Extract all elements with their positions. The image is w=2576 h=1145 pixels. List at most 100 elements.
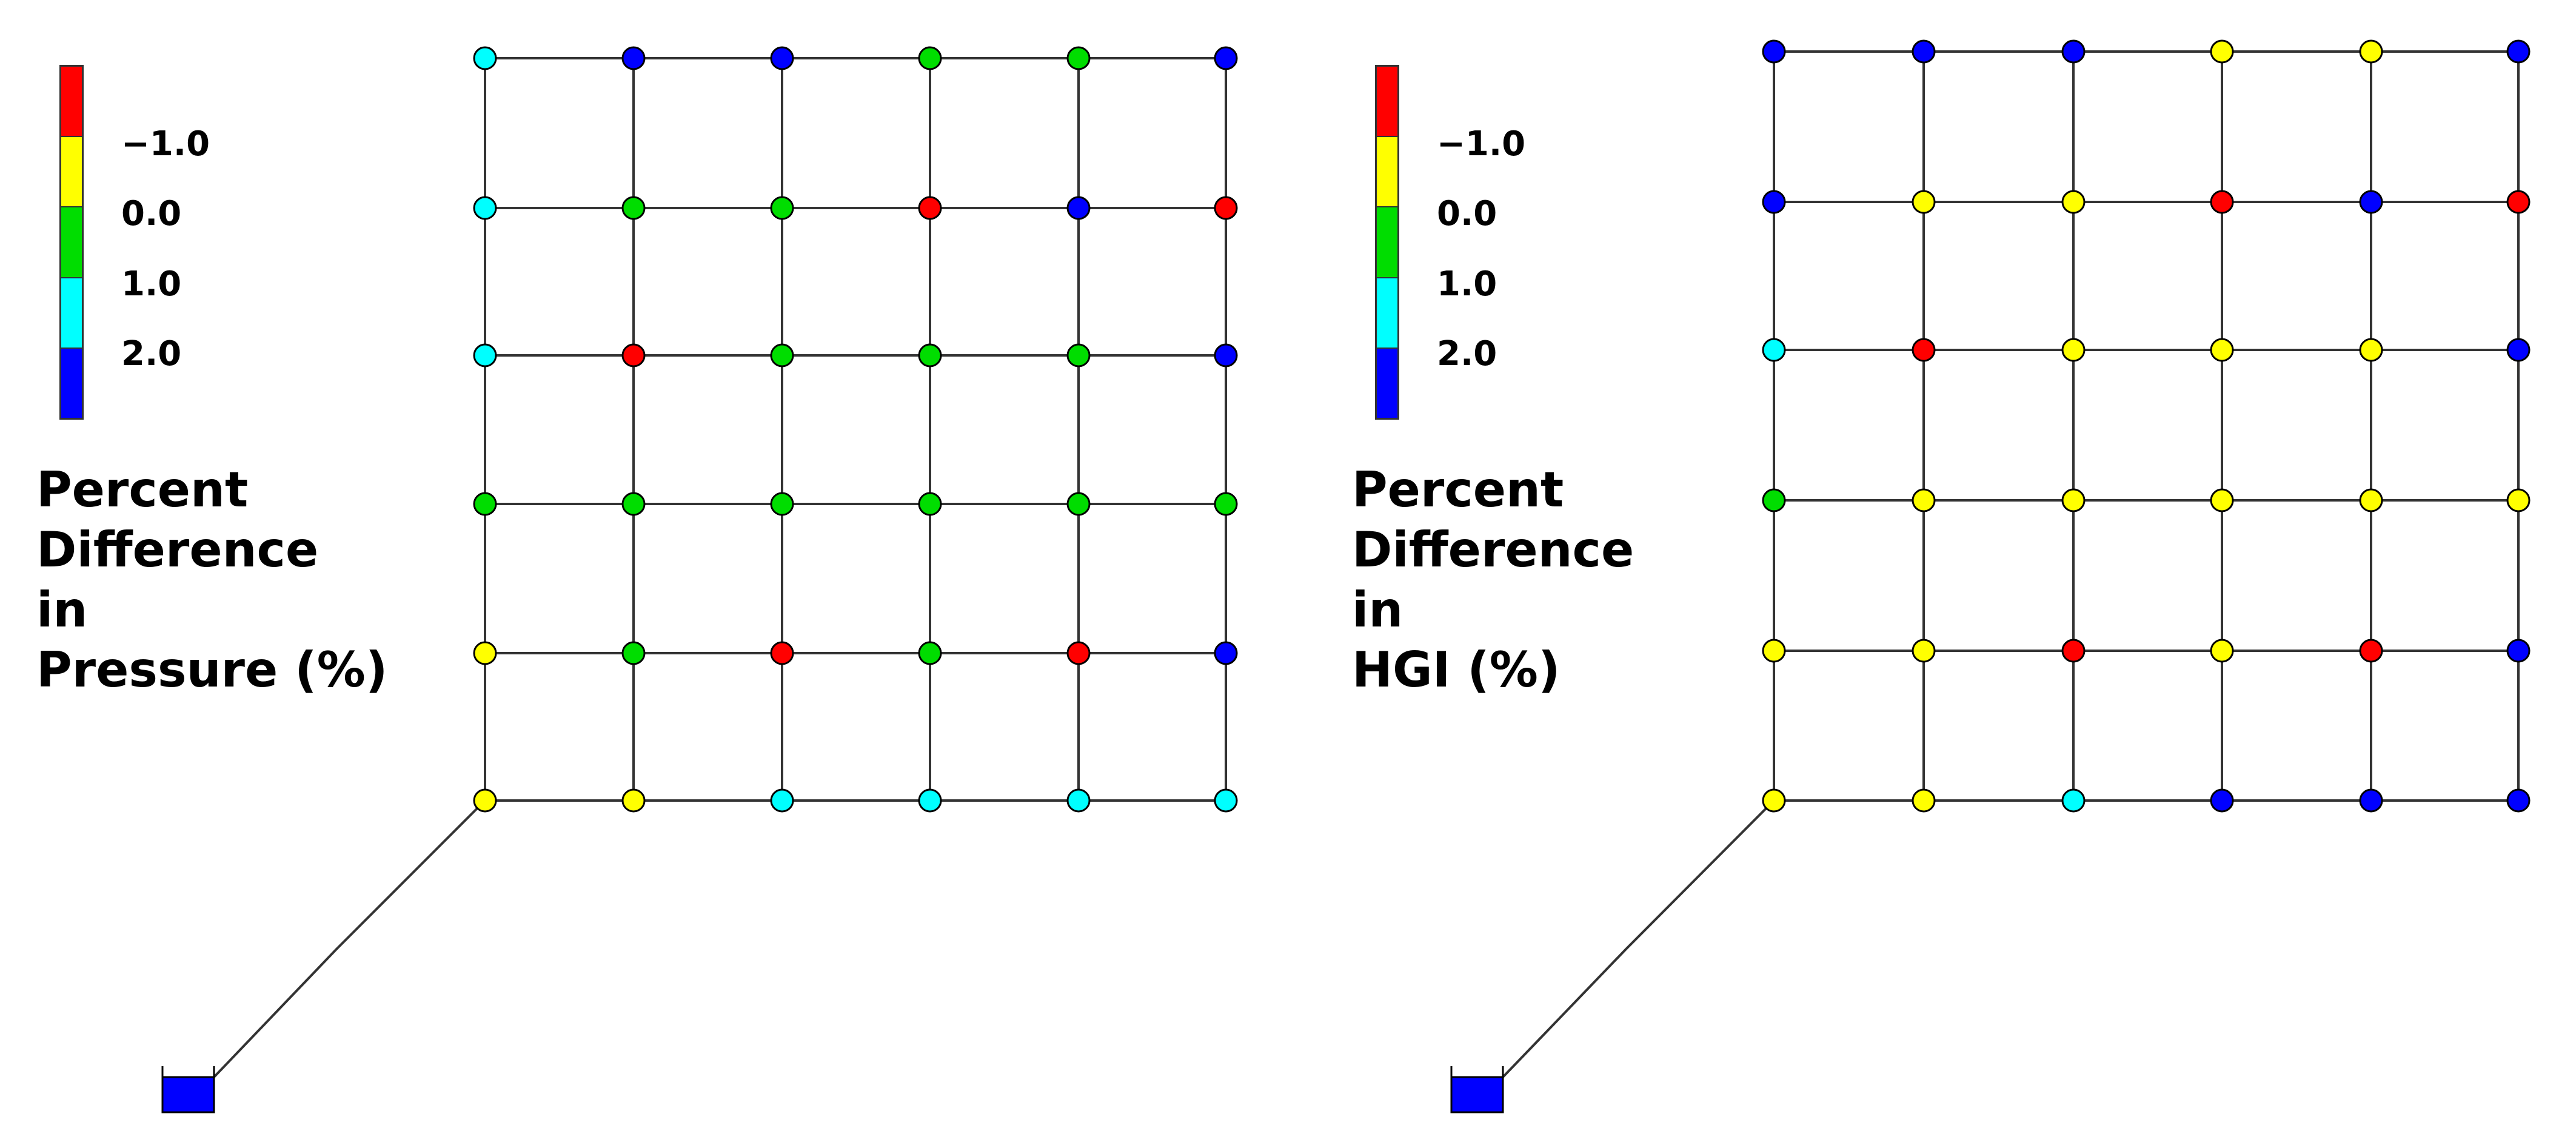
legend-swatch-blue xyxy=(61,348,82,418)
junction-node xyxy=(1214,46,1238,70)
legend-swatch-green xyxy=(1377,207,1397,278)
legend-tick-label: 1.0 xyxy=(121,264,182,304)
legend-swatch-cyan xyxy=(61,278,82,349)
junction-node xyxy=(1912,788,1936,813)
junction-node xyxy=(918,343,942,368)
reservoir-icon xyxy=(161,1076,215,1113)
junction-node xyxy=(2359,39,2383,64)
legend-tick-label: −1.0 xyxy=(1437,124,1526,164)
legend-swatch-yellow xyxy=(61,137,82,208)
pipe-network-diagram xyxy=(1450,39,2531,1113)
junction-node xyxy=(1912,639,1936,663)
junction-node xyxy=(2061,39,2086,64)
legend-title-line: Pressure (%) xyxy=(36,642,388,698)
junction-node xyxy=(918,788,942,813)
reservoir-icon xyxy=(1450,1076,1504,1113)
junction-node xyxy=(1762,788,1786,813)
junction-node xyxy=(2506,639,2531,663)
junction-node xyxy=(2210,639,2234,663)
legend-tick-label: 1.0 xyxy=(1437,264,1497,304)
junction-node xyxy=(1762,338,1786,362)
junction-node xyxy=(1214,641,1238,665)
legend-title-line: in xyxy=(1352,582,1403,638)
junction-node xyxy=(2506,788,2531,813)
pressure-panel: −1.0 0.0 1.0 2.0 Percent Difference in P… xyxy=(36,46,1238,1113)
legend-tick-label: 2.0 xyxy=(121,334,182,374)
legend-title-line: in xyxy=(36,582,88,638)
junction-node xyxy=(2359,488,2383,512)
junction-node xyxy=(1214,788,1238,813)
junction-node xyxy=(621,641,646,665)
junction-node xyxy=(918,46,942,70)
junction-node xyxy=(1762,39,1786,64)
junction-node xyxy=(2210,488,2234,512)
supply-pipe xyxy=(213,799,486,1078)
junction-node xyxy=(1066,788,1091,813)
junction-node xyxy=(473,343,497,368)
junction-node xyxy=(621,343,646,368)
junction-node xyxy=(770,641,794,665)
hgi-panel: −1.0 0.0 1.0 2.0 Percent Difference in H… xyxy=(1316,0,2576,1145)
legend-tick-label: 0.0 xyxy=(1437,194,1497,233)
junction-node xyxy=(621,788,646,813)
junction-node xyxy=(2061,488,2086,512)
junction-node xyxy=(473,492,497,516)
junction-node xyxy=(918,641,942,665)
junction-node xyxy=(1066,343,1091,368)
legend-title: Percent Difference in HGI (%) xyxy=(1352,460,1634,700)
junction-node xyxy=(1066,46,1091,70)
junction-node xyxy=(2210,338,2234,362)
junction-node xyxy=(2210,39,2234,64)
color-legend-bar xyxy=(59,65,84,420)
junction-node xyxy=(473,788,497,813)
junction-node xyxy=(1214,492,1238,516)
legend-title-line: HGI (%) xyxy=(1352,642,1561,698)
legend-swatch-red xyxy=(61,67,82,138)
junction-node xyxy=(2506,488,2531,512)
junction-node xyxy=(1214,196,1238,220)
junction-node xyxy=(770,492,794,516)
junction-node xyxy=(1762,190,1786,214)
legend-title-line: Percent xyxy=(1352,462,1564,518)
junction-node xyxy=(1912,338,1936,362)
junction-node xyxy=(1066,492,1091,516)
junction-node xyxy=(1912,190,1936,214)
junction-node xyxy=(770,46,794,70)
junction-node xyxy=(2061,639,2086,663)
junction-node xyxy=(1762,488,1786,512)
legend-title-line: Difference xyxy=(1352,522,1634,578)
junction-node xyxy=(2061,338,2086,362)
legend-tick-label: 0.0 xyxy=(121,194,182,233)
supply-pipe xyxy=(1502,799,1775,1078)
junction-node xyxy=(2359,639,2383,663)
legend-swatch-blue xyxy=(1377,348,1397,418)
legend-tick-label: −1.0 xyxy=(121,124,210,164)
junction-node xyxy=(1762,639,1786,663)
junction-node xyxy=(1912,488,1936,512)
junction-node xyxy=(473,641,497,665)
junction-node xyxy=(1214,343,1238,368)
pipe-network-diagram xyxy=(161,46,1238,1113)
legend-tick-label: 2.0 xyxy=(1437,334,1497,374)
legend-swatch-red xyxy=(1377,67,1397,138)
legend-swatch-yellow xyxy=(1377,137,1397,208)
junction-node xyxy=(2506,338,2531,362)
junction-node xyxy=(621,492,646,516)
junction-node xyxy=(1066,196,1091,220)
junction-node xyxy=(770,343,794,368)
junction-node xyxy=(2359,788,2383,813)
legend-swatch-green xyxy=(61,207,82,278)
color-legend-bar xyxy=(1375,65,1399,420)
junction-node xyxy=(2210,190,2234,214)
junction-node xyxy=(2061,190,2086,214)
junction-node xyxy=(1066,641,1091,665)
junction-node xyxy=(2506,39,2531,64)
junction-node xyxy=(2506,190,2531,214)
junction-node xyxy=(621,196,646,220)
junction-node xyxy=(2061,788,2086,813)
junction-node xyxy=(770,196,794,220)
legend-title-line: Percent xyxy=(36,462,249,518)
junction-node xyxy=(473,196,497,220)
junction-node xyxy=(2210,788,2234,813)
junction-node xyxy=(770,788,794,813)
